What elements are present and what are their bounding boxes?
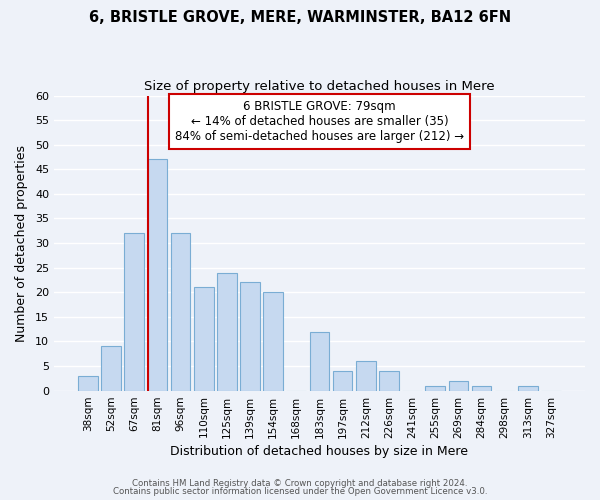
Text: 6, BRISTLE GROVE, MERE, WARMINSTER, BA12 6FN: 6, BRISTLE GROVE, MERE, WARMINSTER, BA12… <box>89 10 511 25</box>
Bar <box>333 371 352 390</box>
Bar <box>194 288 214 391</box>
Bar <box>78 376 98 390</box>
Bar <box>124 233 144 390</box>
X-axis label: Distribution of detached houses by size in Mere: Distribution of detached houses by size … <box>170 444 469 458</box>
Bar <box>170 233 190 390</box>
Bar <box>518 386 538 390</box>
Bar <box>425 386 445 390</box>
Text: 6 BRISTLE GROVE: 79sqm
← 14% of detached houses are smaller (35)
84% of semi-det: 6 BRISTLE GROVE: 79sqm ← 14% of detached… <box>175 100 464 143</box>
Title: Size of property relative to detached houses in Mere: Size of property relative to detached ho… <box>144 80 495 93</box>
Y-axis label: Number of detached properties: Number of detached properties <box>15 144 28 342</box>
Bar <box>148 160 167 390</box>
Bar <box>310 332 329 390</box>
Bar <box>101 346 121 391</box>
Bar <box>240 282 260 391</box>
Bar <box>217 272 236 390</box>
Text: Contains public sector information licensed under the Open Government Licence v3: Contains public sector information licen… <box>113 487 487 496</box>
Bar <box>379 371 399 390</box>
Bar <box>263 292 283 390</box>
Bar <box>472 386 491 390</box>
Text: Contains HM Land Registry data © Crown copyright and database right 2024.: Contains HM Land Registry data © Crown c… <box>132 478 468 488</box>
Bar <box>449 380 468 390</box>
Bar <box>356 361 376 390</box>
